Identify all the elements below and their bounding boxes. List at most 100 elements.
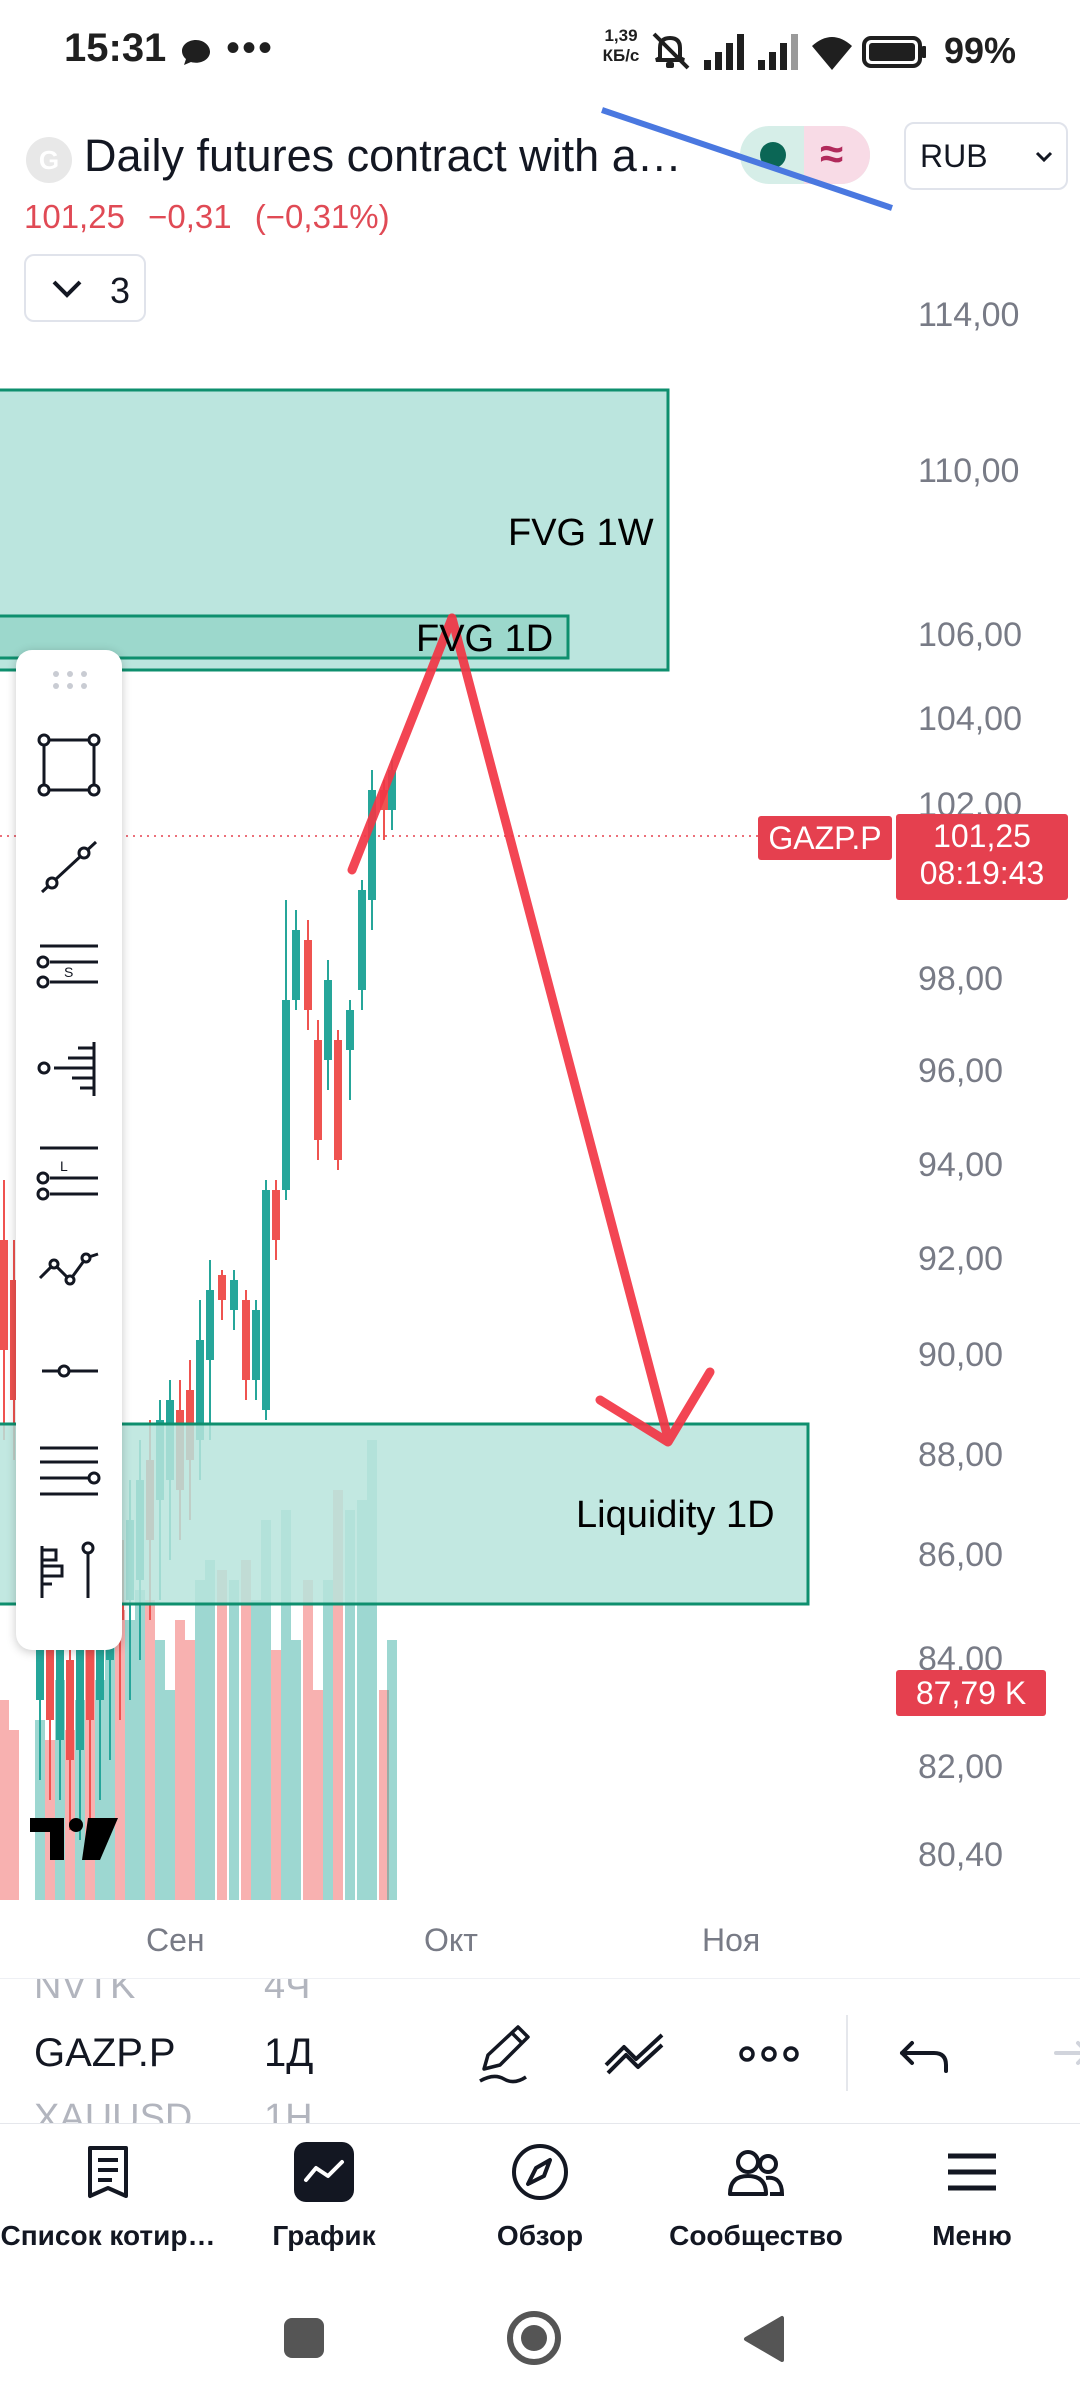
svg-text:L: L (60, 1158, 68, 1174)
volume-bar (261, 1520, 271, 1900)
watchlist-icon (88, 2146, 128, 2198)
undo-icon[interactable] (890, 2019, 960, 2089)
drawing-toolbar: S L (16, 650, 122, 1650)
candle-body (262, 1190, 270, 1410)
volume-bar (281, 1510, 291, 1900)
horizontal-ray-icon[interactable] (34, 1336, 104, 1406)
price-axis-label: 114,00 (918, 296, 1020, 334)
symbol-interval-strip: NVTK 4Ч GAZP.P 1Д XAUUSD 1Н (0, 1978, 1080, 2124)
liquidity-1d-label: Liquidity 1D (576, 1494, 775, 1536)
candle-body (304, 940, 312, 1010)
next-symbol-row[interactable]: XAUUSD 1Н (34, 2097, 313, 2124)
volume-bar (271, 1650, 281, 1900)
long-position-icon[interactable]: L (34, 1136, 104, 1206)
volume-bar (291, 1640, 301, 1900)
time-axis-label: Сен (146, 1922, 205, 1958)
pattern-icon[interactable] (34, 1236, 104, 1306)
price-axis-label: 96,00 (918, 1052, 1004, 1090)
symbol-title[interactable]: Daily futures contract with a… (84, 130, 682, 181)
candle-body (218, 1275, 226, 1300)
divider (846, 2015, 848, 2091)
price-change-percent: (−0,31%) (254, 198, 390, 235)
chart-icon (294, 2142, 354, 2202)
candle-body (272, 1190, 280, 1240)
price-axis-label: 110,00 (918, 452, 1020, 490)
volume-bar (313, 1690, 323, 1900)
signal-2-icon (758, 34, 798, 70)
nav-chart-label: График (272, 2220, 376, 2251)
candle-body (230, 1280, 238, 1310)
price-axis-label: 104,00 (918, 700, 1022, 738)
volume-bar (35, 1720, 45, 1900)
chevron-down-icon (1035, 151, 1053, 163)
symbol-logo: G (26, 137, 72, 183)
candle-body (358, 890, 366, 990)
price-axis-label: 92,00 (918, 1240, 1004, 1278)
volume-bar (333, 1490, 343, 1900)
liquidity-1d-zone (0, 1422, 810, 1606)
fvg-1w-label: FVG 1W (508, 512, 654, 554)
hamburger-menu-icon (948, 2153, 996, 2191)
price-axis-label: 106,00 (918, 616, 1022, 654)
volume-bar (0, 1700, 9, 1900)
candle-body (252, 1310, 260, 1380)
current-symbol[interactable]: GAZP.P (34, 2031, 176, 2075)
currency-select[interactable]: RUB (904, 122, 1068, 190)
more-options-icon[interactable] (734, 2019, 804, 2089)
price-axis-label: 86,00 (918, 1536, 1004, 1574)
favorite-drawings-icon[interactable] (600, 2019, 670, 2089)
candle-body (76, 1640, 84, 1750)
bar-countdown: 08:19:43 (919, 855, 1045, 891)
chat-notification-icon (182, 40, 210, 65)
volume-bar (229, 1580, 239, 1900)
indicator-toggle[interactable]: ≈ (740, 126, 870, 184)
approx-data-icon: ≈ (820, 130, 844, 177)
pencil-icon[interactable] (470, 2019, 540, 2089)
bars-pattern-icon[interactable] (34, 1536, 104, 1606)
fib-retracement-icon[interactable]: S (34, 934, 104, 1004)
candle-body (56, 1630, 64, 1740)
volume-bar (155, 1640, 165, 1900)
volume-bar (387, 1640, 397, 1900)
battery-icon (862, 36, 926, 68)
tradingview-logo-icon (30, 1818, 118, 1860)
candle-body (292, 930, 300, 1000)
nav-community[interactable]: Сообщество (648, 2126, 864, 2276)
volume-bar (205, 1560, 215, 1900)
volume-badge: 87,79 K (896, 1670, 1046, 1716)
wifi-icon (812, 37, 852, 70)
candle-body (282, 1000, 290, 1190)
last-price-badge: 101,25 08:19:43 (896, 814, 1068, 900)
candle-body (86, 1620, 94, 1720)
android-navigation-bar (284, 2311, 784, 2365)
candle-body (46, 1600, 54, 1720)
rectangle-icon[interactable] (34, 730, 104, 800)
nav-explore[interactable]: Обзор (432, 2126, 648, 2276)
candle-body (334, 1040, 342, 1160)
volume-bar (241, 1560, 251, 1900)
volume-bar (367, 1440, 377, 1900)
volume-bar (185, 1640, 195, 1900)
nav-watchlist[interactable]: Список котир… (0, 2126, 216, 2276)
collapse-legend-button[interactable]: 3 (24, 254, 146, 322)
candle-body (0, 1240, 8, 1350)
parallel-lines-icon[interactable] (34, 1436, 104, 1506)
candle-body (346, 1010, 354, 1050)
trend-line-icon[interactable] (34, 832, 104, 902)
candle-body (10, 1280, 18, 1400)
drag-handle-icon[interactable] (50, 668, 90, 692)
nav-chart[interactable]: График (216, 2126, 432, 2276)
nav-community-label: Сообщество (669, 2220, 843, 2251)
price-change: −0,31 (148, 198, 232, 235)
volume-bar (9, 1730, 19, 1900)
prev-symbol-row[interactable]: NVTK 4Ч (34, 1978, 311, 2007)
volume-profile-icon[interactable] (34, 1034, 104, 1104)
price-axis-label: 82,00 (918, 1748, 1004, 1786)
compass-icon (512, 2144, 568, 2200)
projection-arrow (347, 613, 715, 1447)
volume-bar (379, 1690, 389, 1900)
redo-icon[interactable] (1030, 2019, 1080, 2089)
nav-menu[interactable]: Меню (864, 2126, 1080, 2276)
volume-bar (195, 1580, 205, 1900)
current-interval[interactable]: 1Д (264, 2031, 314, 2075)
